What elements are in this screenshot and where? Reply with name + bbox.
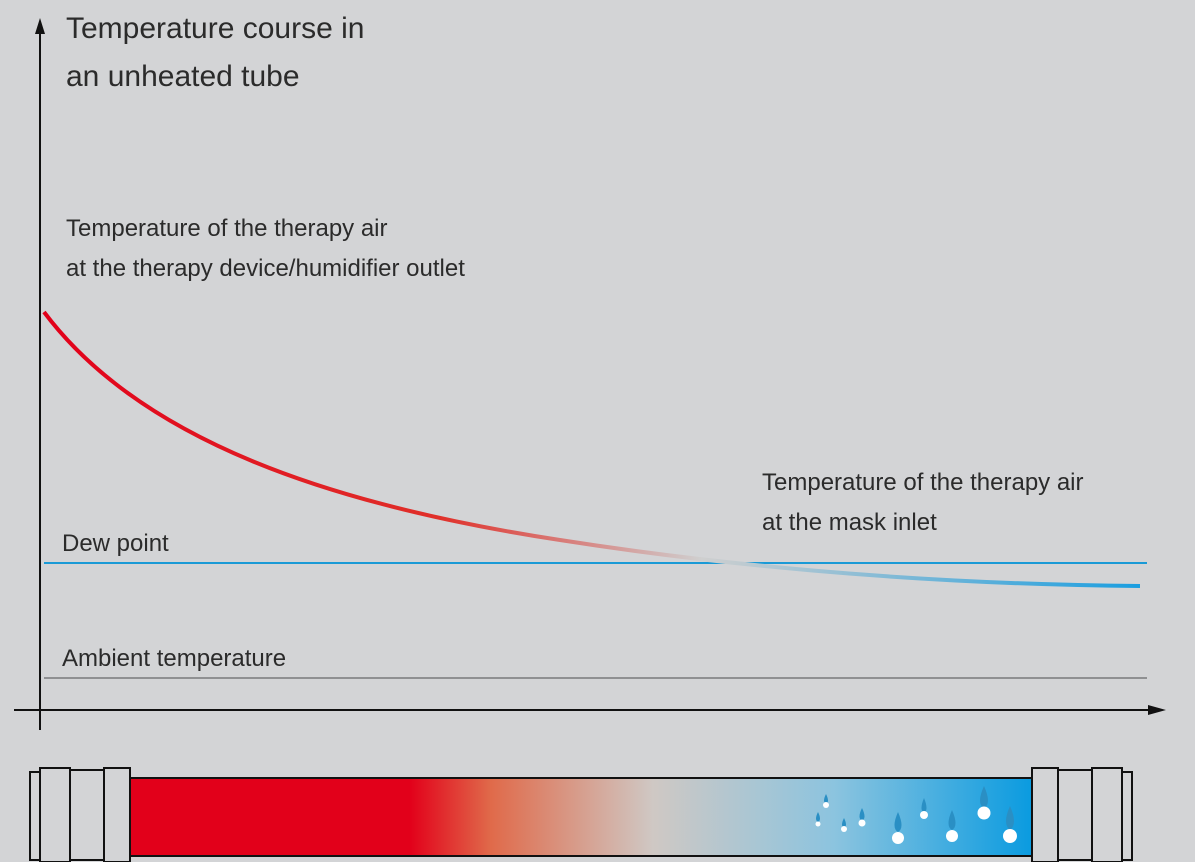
temperature-curve xyxy=(44,312,1140,586)
tube xyxy=(30,768,1132,862)
label: Ambient temperature xyxy=(62,645,286,672)
x-arrow xyxy=(1148,705,1166,715)
label: Temperature of the therapy air xyxy=(66,215,388,242)
label: Temperature of the therapy air xyxy=(762,469,1084,496)
y-arrow xyxy=(35,18,45,34)
label: at the therapy device/humidifier outlet xyxy=(66,255,465,282)
label: at the mask inlet xyxy=(762,509,937,536)
label: Dew point xyxy=(62,530,169,557)
diagram: Temperature course in an unheated tube T… xyxy=(0,0,1195,862)
title: Temperature course in xyxy=(66,12,364,45)
title: an unheated tube xyxy=(66,60,300,93)
